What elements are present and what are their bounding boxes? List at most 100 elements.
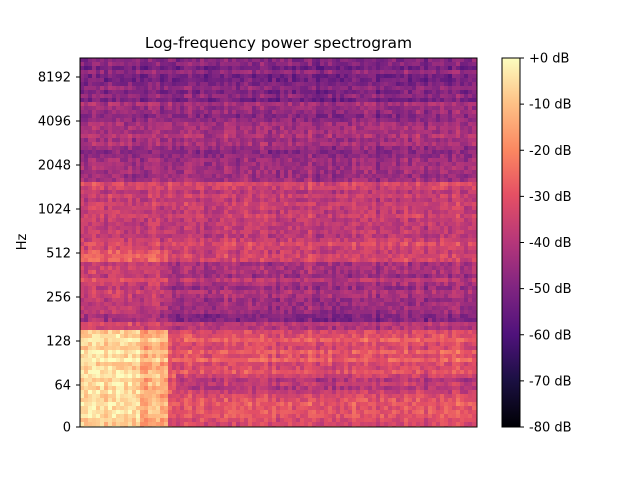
heatmap-cell [92,126,96,130]
heatmap-cell [456,154,460,158]
heatmap-cell [248,190,252,194]
heatmap-cell [316,58,320,62]
heatmap-cell [300,70,304,74]
heatmap-cell [176,94,180,98]
heatmap-cell [472,62,476,66]
heatmap-cell [208,130,212,134]
heatmap-cell [456,86,460,90]
heatmap-cell [424,174,428,178]
heatmap-cell [152,218,156,222]
heatmap-cell [264,218,268,222]
heatmap-cell [144,182,148,186]
heatmap-cell [168,238,172,242]
heatmap-cell [128,250,132,254]
heatmap-cell [208,94,212,98]
heatmap-cell [440,206,444,210]
heatmap-cell [228,118,232,122]
heatmap-cell [84,198,88,202]
heatmap-cell [372,94,376,98]
heatmap-cell [404,186,408,190]
heatmap-cell [140,126,144,130]
heatmap-cell [156,190,160,194]
heatmap-cell [100,150,104,154]
heatmap-cell [392,198,396,202]
heatmap-cell [384,134,388,138]
heatmap-cell [348,182,352,186]
heatmap-cell [132,94,136,98]
heatmap-cell [452,238,456,242]
heatmap-cell [280,130,284,134]
heatmap-cell [192,170,196,174]
heatmap-cell [168,230,172,234]
heatmap-cell [472,158,476,162]
heatmap-cell [96,90,100,94]
heatmap-cell [196,170,200,174]
heatmap-cell [252,118,256,122]
heatmap-cell [264,126,268,130]
heatmap-cell [220,250,224,254]
heatmap-cell [124,78,128,82]
heatmap-cell [120,246,124,250]
heatmap-cell [272,178,276,182]
heatmap-cell [164,150,168,154]
heatmap-cell [172,66,176,70]
heatmap-cell [100,178,104,182]
heatmap-cell [444,110,448,114]
heatmap-cell [84,178,88,182]
heatmap-cell [252,162,256,166]
heatmap-cell [352,114,356,118]
heatmap-cell [124,170,128,174]
heatmap-cell [144,70,148,74]
heatmap-cell [108,174,112,178]
heatmap-cell [172,138,176,142]
heatmap-cell [140,142,144,146]
heatmap-cell [196,146,200,150]
heatmap-cell [172,102,176,106]
heatmap-cell [216,186,220,190]
heatmap-cell [388,130,392,134]
heatmap-cell [324,70,328,74]
heatmap-cell [400,66,404,70]
heatmap-cell [164,82,168,86]
heatmap-cell [304,214,308,218]
heatmap-cell [124,146,128,150]
heatmap-cell [368,78,372,82]
heatmap-cell [116,190,120,194]
heatmap-cell [320,154,324,158]
heatmap-cell [168,242,172,246]
heatmap-cell [156,186,160,190]
heatmap-cell [388,110,392,114]
heatmap-cell [320,190,324,194]
heatmap-cell [300,186,304,190]
heatmap-cell [120,90,124,94]
heatmap-cell [128,166,132,170]
heatmap-cell [300,190,304,194]
heatmap-cell [152,150,156,154]
heatmap-cell [148,230,152,234]
heatmap-cell [368,110,372,114]
heatmap-cell [92,106,96,110]
heatmap-cell [120,126,124,130]
heatmap-cell [84,110,88,114]
heatmap-cell [352,110,356,114]
heatmap-cell [252,218,256,222]
heatmap-cell [460,186,464,190]
heatmap-cell [372,102,376,106]
heatmap-cell [188,138,192,142]
heatmap-cell [348,94,352,98]
heatmap-cell [304,130,308,134]
heatmap-cell [160,146,164,150]
heatmap-cell [472,146,476,150]
heatmap-cell [388,102,392,106]
heatmap-cell [452,150,456,154]
heatmap-cell [456,150,460,154]
heatmap-cell [392,142,396,146]
heatmap-cell [128,114,132,118]
heatmap-cell [348,242,352,246]
heatmap-cell [152,158,156,162]
heatmap-cell [352,238,356,242]
heatmap-cell [224,174,228,178]
heatmap-cell [96,154,100,158]
heatmap-cell [372,122,376,126]
heatmap-cell [412,142,416,146]
